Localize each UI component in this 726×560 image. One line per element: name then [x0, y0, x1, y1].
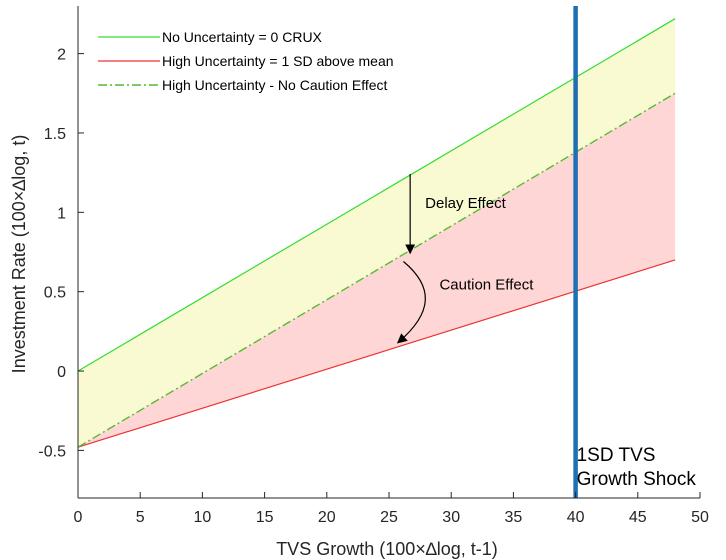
x-tick-label: 50 — [691, 509, 709, 526]
x-axis-label: TVS Growth (100×∆log, t-1) — [276, 539, 498, 559]
x-tick-label: 20 — [318, 509, 336, 526]
x-tick-label: 45 — [629, 509, 647, 526]
axes: 0 5 10 15 20 25 30 35 40 45 50 -0.5 0 0.5 1 1.5 2 TVS Gro… — [9, 6, 709, 559]
x-tick-label: 30 — [442, 509, 460, 526]
y-tick-label: 0 — [57, 364, 66, 381]
shaded-region-0 — [78, 18, 676, 448]
legend-label-1: High Uncertainty = 1 SD above mean — [162, 53, 394, 69]
x-tick-label: 35 — [505, 509, 523, 526]
shock-label-line-1: Growth Shock — [577, 469, 697, 490]
y-tick-label: 1 — [57, 205, 66, 222]
y-tick-label: -0.5 — [38, 443, 66, 460]
legend: No Uncertainty = 0 CRUX High Uncertainty … — [98, 29, 394, 93]
caution-effect-label: Caution Effect — [439, 277, 534, 294]
y-tick-label: 1.5 — [44, 126, 66, 143]
x-tick-label: 25 — [380, 509, 398, 526]
delay-effect-label: Delay Effect — [425, 195, 506, 212]
vertical-lines: 1SD TVS Growth Shock — [573, 6, 697, 498]
x-tick-label: 40 — [567, 509, 585, 526]
legend-label-2: High Uncertainty - No Caution Effect — [162, 77, 388, 93]
y-tick-label: 0.5 — [44, 285, 66, 302]
x-tick-label: 15 — [256, 509, 274, 526]
y-axis-label: Investment Rate (100×∆log, t) — [9, 135, 29, 374]
shock-label-line-0: 1SD TVS — [577, 445, 656, 466]
x-tick-label: 0 — [74, 509, 83, 526]
legend-label-0: No Uncertainty = 0 CRUX — [162, 29, 323, 45]
x-tick-label: 5 — [136, 509, 145, 526]
caution-effect-arrow — [396, 261, 426, 344]
annotations: Delay Effect Caution Effect — [396, 174, 534, 344]
y-tick-label: 2 — [57, 47, 66, 64]
x-tick-label: 10 — [194, 509, 212, 526]
